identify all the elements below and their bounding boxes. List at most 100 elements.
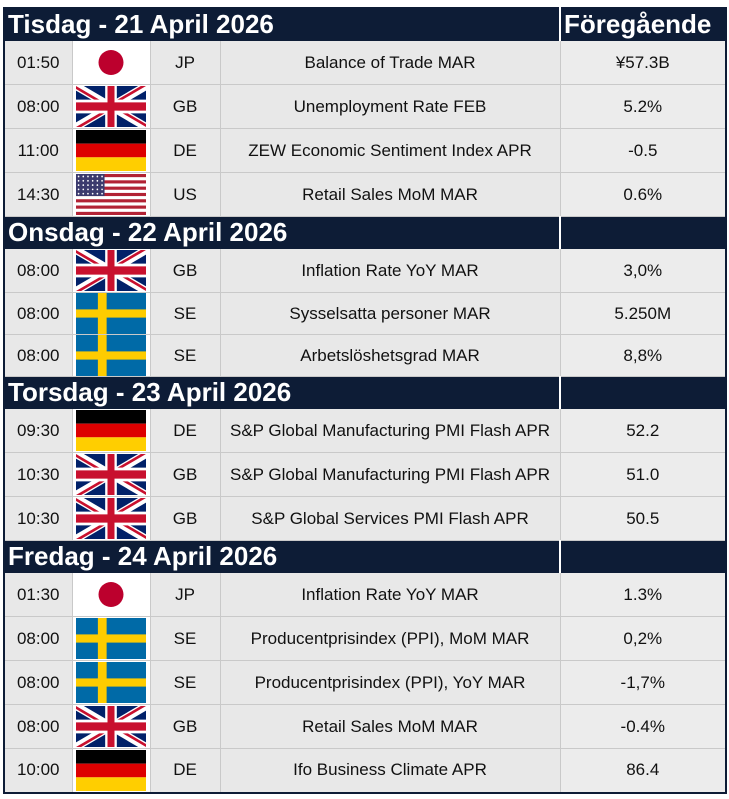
event-name: Ifo Business Climate APR [219,748,561,793]
day-title: Tisdag - 21 April 2026 [3,7,561,41]
event-time: 10:30 [3,496,73,541]
previous-value: 8,8% [559,334,727,377]
day-header: Onsdag - 22 April 2026 [3,216,727,249]
country-code: GB [149,704,221,749]
country-code: DE [149,748,221,793]
previous-value: 1.3% [559,572,727,617]
sweden-flag-icon [71,660,151,705]
event-row: 08:00 SE Producentprisindex (PPI), MoM MAR… [3,616,727,661]
country-code: DE [149,128,221,173]
event-time: 08:00 [3,616,73,661]
sweden-flag-icon [71,334,151,377]
day-header: Tisdag - 21 April 2026 Föregående [3,7,727,41]
event-row: 10:30 GB S&P Global Services PMI Flash APR… [3,496,727,541]
event-row: 11:00 DE ZEW Economic Sentiment Index APR -… [3,128,727,173]
day-title: Torsdag - 23 April 2026 [3,376,561,409]
day-title: Fredag - 24 April 2026 [3,540,561,573]
uk-flag-icon [71,84,151,129]
event-time: 08:00 [3,248,73,293]
previous-column-header: Föregående [559,7,727,41]
economic-calendar-table: Tisdag - 21 April 2026 Föregående 01:50 JP B… [3,7,728,794]
day-header: Fredag - 24 April 2026 [3,540,727,573]
country-code: SE [149,292,221,335]
calendar-body: Tisdag - 21 April 2026 Föregående 01:50 JP B… [3,7,727,793]
event-name: S&P Global Services PMI Flash APR [219,496,561,541]
uk-flag-icon [71,704,151,749]
event-time: 08:00 [3,334,73,377]
country-code: GB [149,496,221,541]
event-name: Balance of Trade MAR [219,40,561,85]
event-time: 08:00 [3,660,73,705]
event-name: Inflation Rate YoY MAR [219,248,561,293]
event-row: 08:00 GB Unemployment Rate FEB 5.2% [3,84,727,129]
uk-flag-icon [71,452,151,497]
event-row: 14:30 US Retail Sales MoM MAR 0.6% [3,172,727,217]
event-row: 08:00 SE Producentprisindex (PPI), YoY MAR… [3,660,727,705]
country-code: DE [149,408,221,453]
previous-value: 0,2% [559,616,727,661]
event-name: ZEW Economic Sentiment Index APR [219,128,561,173]
day-header-empty-cell [559,216,727,249]
day-header-empty-cell [559,540,727,573]
event-name: Arbetslöshetsgrad MAR [219,334,561,377]
day-header-empty-cell [559,376,727,409]
country-code: GB [149,248,221,293]
country-code: SE [149,616,221,661]
day-title: Onsdag - 22 April 2026 [3,216,561,249]
previous-value: 5.2% [559,84,727,129]
event-time: 10:00 [3,748,73,793]
previous-value: 50.5 [559,496,727,541]
event-row: 01:30 JP Inflation Rate YoY MAR 1.3% [3,572,727,617]
country-code: GB [149,452,221,497]
usa-flag-icon [71,172,151,217]
event-name: Sysselsatta personer MAR [219,292,561,335]
previous-value: 5.250M [559,292,727,335]
uk-flag-icon [71,248,151,293]
previous-value: 51.0 [559,452,727,497]
sweden-flag-icon [71,292,151,335]
event-time: 14:30 [3,172,73,217]
country-code: SE [149,334,221,377]
event-row: 08:00 GB Inflation Rate YoY MAR 3,0% [3,248,727,293]
event-time: 08:00 [3,84,73,129]
previous-value: 3,0% [559,248,727,293]
country-code: SE [149,660,221,705]
germany-flag-icon [71,128,151,173]
previous-value: ¥57.3B [559,40,727,85]
event-name: Retail Sales MoM MAR [219,704,561,749]
event-row: 08:00 GB Retail Sales MoM MAR -0.4% [3,704,727,749]
germany-flag-icon [71,748,151,793]
event-row: 08:00 SE Arbetslöshetsgrad MAR 8,8% [3,334,727,377]
previous-value: 52.2 [559,408,727,453]
japan-flag-icon [71,572,151,617]
japan-flag-icon [71,40,151,85]
germany-flag-icon [71,408,151,453]
event-name: S&P Global Manufacturing PMI Flash APR [219,408,561,453]
country-code: US [149,172,221,217]
country-code: GB [149,84,221,129]
sweden-flag-icon [71,616,151,661]
event-row: 01:50 JP Balance of Trade MAR ¥57.3B [3,40,727,85]
uk-flag-icon [71,496,151,541]
event-name: Unemployment Rate FEB [219,84,561,129]
event-name: Inflation Rate YoY MAR [219,572,561,617]
event-name: Retail Sales MoM MAR [219,172,561,217]
event-row: 09:30 DE S&P Global Manufacturing PMI Flas… [3,408,727,453]
day-header: Torsdag - 23 April 2026 [3,376,727,409]
event-time: 09:30 [3,408,73,453]
previous-value: -0.5 [559,128,727,173]
country-code: JP [149,40,221,85]
previous-value: 0.6% [559,172,727,217]
previous-value: -1,7% [559,660,727,705]
event-row: 08:00 SE Sysselsatta personer MAR 5.250M [3,292,727,335]
event-time: 10:30 [3,452,73,497]
event-time: 11:00 [3,128,73,173]
event-row: 10:00 DE Ifo Business Climate APR 86.4 [3,748,727,793]
country-code: JP [149,572,221,617]
event-time: 08:00 [3,704,73,749]
event-row: 10:30 GB S&P Global Manufacturing PMI Flas… [3,452,727,497]
previous-value: -0.4% [559,704,727,749]
previous-value: 86.4 [559,748,727,793]
event-name: Producentprisindex (PPI), YoY MAR [219,660,561,705]
event-time: 01:50 [3,40,73,85]
